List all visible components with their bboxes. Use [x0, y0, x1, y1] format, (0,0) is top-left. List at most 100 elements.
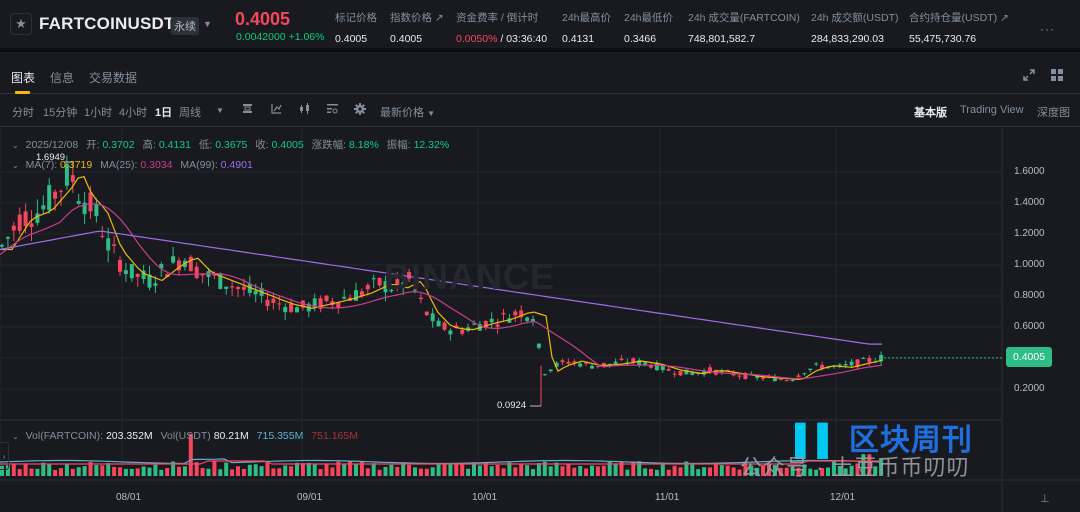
stat-mark-price: 标记价格 0.4005: [335, 10, 377, 45]
ma99-label: MA(99):: [180, 159, 218, 171]
interval-time-sharing[interactable]: 分时: [12, 107, 34, 119]
open-value: 0.3702: [102, 139, 135, 151]
ma-info-line: ⌄ MA(7): 0.3719 MA(25): 0.3034 MA(99): 0…: [12, 159, 258, 171]
vol-quote-value: 80.21M: [213, 430, 249, 442]
y-tick: 0.8000: [1014, 290, 1045, 301]
y-tick: 1.6000: [1014, 166, 1045, 177]
candlestick-type-icon[interactable]: [299, 103, 311, 117]
panel-expand-icon[interactable]: ›: [0, 442, 9, 470]
x-tick: 12/01: [830, 492, 856, 503]
price-type-dropdown[interactable]: 最新价格 ▼: [380, 104, 435, 120]
view-basic[interactable]: 基本版: [914, 107, 947, 119]
funding-countdown: 03:36:40: [506, 33, 548, 45]
open-label: 开:: [86, 139, 100, 151]
kline-chart[interactable]: BINANCE ⌄ 2025/12/08 开: 0.3702 高: 0.4131…: [0, 128, 1080, 512]
favorite-star-icon[interactable]: ★: [10, 13, 32, 35]
amplitude-value: 12.32%: [413, 139, 450, 151]
ticker-header: ★ FARTCOINUSDT 永续 ▼ 0.4005 0.0042000 +1.…: [0, 0, 1080, 52]
vol-base-label: Vol(FARTCOIN):: [25, 430, 104, 442]
current-price-tag: 0.4005: [1006, 347, 1052, 367]
separator: /: [497, 33, 507, 45]
interval-1d[interactable]: 1日: [155, 107, 173, 119]
stat-label: 24h 成交量(FARTCOIN): [688, 12, 800, 24]
axis-settings-icon[interactable]: ⊥: [1040, 493, 1050, 505]
x-tick: 08/01: [116, 492, 142, 503]
interval-15m[interactable]: 15分钟: [43, 107, 78, 119]
y-tick: 1.4000: [1014, 197, 1045, 208]
chevron-down-icon: ▼: [427, 109, 435, 118]
tab-trading-data[interactable]: 交易数据: [89, 71, 138, 85]
x-tick: 11/01: [655, 492, 680, 503]
gear-icon[interactable]: [354, 103, 366, 118]
ma25-label: MA(25):: [100, 159, 138, 171]
stat-index-price[interactable]: 指数价格 ↗ 0.4005: [390, 10, 444, 45]
view-tradingview[interactable]: Trading View: [960, 104, 1024, 116]
interval-weekly[interactable]: 周线: [179, 107, 201, 119]
indicators-icon[interactable]: [242, 103, 253, 117]
price-change: 0.0042000 +1.06%: [236, 31, 324, 43]
drawing-tools-icon[interactable]: [271, 103, 282, 117]
brand-text: 区块周刊: [848, 424, 973, 457]
interval-dropdown-caret-icon[interactable]: ▼: [216, 106, 224, 115]
stat-label: 标记价格: [335, 12, 377, 24]
tab-info[interactable]: 信息: [50, 71, 75, 85]
active-tab-indicator: [15, 91, 30, 94]
contract-type-badge: 永续: [171, 17, 199, 35]
fullscreen-expand-icon[interactable]: [1023, 69, 1035, 84]
binance-watermark: BINANCE: [384, 256, 556, 297]
stat-value: 284,833,290.03: [811, 33, 884, 45]
last-price: 0.4005: [235, 9, 291, 29]
stat-24h-high: 24h最高价 0.4131: [562, 10, 611, 45]
vol-ma1-value: 715.355M: [256, 430, 304, 442]
stat-24h-low: 24h最低价 0.3466: [624, 10, 673, 45]
chart-toolbar: 分时 15分钟 1小时 4小时 1日 周线 ▼ 最新价格 ▼ 基本版 Tradi…: [0, 95, 1080, 127]
tab-chart[interactable]: 图表: [11, 71, 36, 85]
collapse-chevron-icon[interactable]: ⌄: [12, 141, 19, 150]
y-tick: 1.2000: [1014, 228, 1045, 239]
high-price-annotation: 1.6949: [36, 152, 66, 163]
volume-info-line: ⌄ Vol(FARTCOIN): 203.352M Vol(USDT) 80.2…: [12, 430, 363, 442]
collapse-chevron-icon[interactable]: ⌄: [12, 161, 19, 170]
stat-label: 24h 成交额(USDT): [811, 12, 899, 24]
change-abs: 0.0042000: [236, 31, 286, 43]
funding-rate-value: 0.0050%: [456, 33, 498, 45]
candlestick-canvas[interactable]: [0, 128, 1080, 512]
y-tick: 0.2000: [1014, 383, 1045, 394]
stat-24h-volume-quote: 24h 成交额(USDT) 284,833,290.03: [811, 10, 899, 45]
stat-label: 24h最高价: [562, 12, 612, 24]
interval-4h[interactable]: 4小时: [119, 107, 148, 119]
collapse-chevron-icon[interactable]: ⌄: [12, 432, 19, 441]
vol-ma2-value: 751.165M: [311, 430, 358, 442]
ma7-label: MA(7):: [25, 159, 58, 171]
brand-overlay-watermark: ▌▌ 区块周刊: [795, 424, 973, 457]
interval-1h[interactable]: 1小时: [84, 107, 113, 119]
change-pct: +1.06%: [288, 31, 325, 43]
ohlc-info-line: ⌄ 2025/12/08 开: 0.3702 高: 0.4131 低: 0.36…: [12, 137, 454, 152]
stat-value: 748,801,582.7: [688, 33, 756, 45]
stat-label: 资金费率 / 倒计时: [456, 12, 539, 24]
y-tick: 0.6000: [1014, 321, 1045, 332]
close-value: 0.4005: [271, 139, 304, 151]
change-label: 涨跌幅:: [311, 139, 347, 151]
x-tick: 09/01: [297, 492, 323, 503]
low-value: 0.3675: [215, 139, 248, 151]
x-tick: 10/01: [472, 492, 498, 503]
ma7-value: 0.3719: [60, 159, 93, 171]
stat-open-interest[interactable]: 合约持仓量(USDT) ↗ 55,475,730.76: [909, 10, 1009, 45]
wechat-overlay-watermark: 公众号 · 土豆币币叨叨: [740, 455, 970, 480]
vol-quote-label: Vol(USDT): [160, 430, 211, 442]
stat-value: 0.4131: [562, 33, 595, 45]
layout-grid-icon[interactable]: [1051, 69, 1063, 84]
chart-settings-list-icon[interactable]: [327, 103, 338, 117]
symbol-name[interactable]: FARTCOINUSDT: [39, 14, 175, 33]
high-value: 0.4131: [158, 139, 191, 151]
amplitude-label: 振幅:: [386, 139, 411, 151]
close-label: 收:: [255, 139, 269, 151]
low-label: 低:: [198, 139, 213, 151]
stat-value: 0.0050% / 03:36:40: [456, 33, 547, 45]
ma25-value: 0.3034: [140, 159, 173, 171]
view-depth[interactable]: 深度图: [1037, 107, 1070, 119]
more-options-icon[interactable]: ···: [1040, 22, 1055, 36]
low-price-annotation: 0.0924: [497, 400, 527, 411]
symbol-dropdown-caret-icon[interactable]: ▼: [203, 19, 212, 29]
